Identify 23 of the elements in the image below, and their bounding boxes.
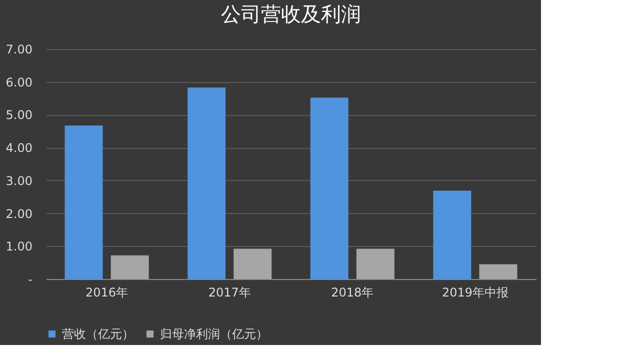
x-tick-label: 2016年 (86, 286, 128, 300)
y-tick-label: 3.00 (6, 174, 32, 188)
bar (234, 248, 272, 279)
y-tick-label: 4.00 (6, 141, 32, 156)
y-tick-label: 7.00 (6, 42, 32, 56)
y-tick-label: 6.00 (6, 75, 32, 90)
y-tick-label: 2.00 (6, 206, 32, 221)
y-tick-label: 1.00 (6, 240, 32, 254)
y-tick-label: - (28, 272, 32, 286)
legend-label: 营收（亿元） (62, 327, 134, 341)
y-tick-label: 5.00 (6, 108, 32, 122)
x-tick-label: 2018年 (331, 286, 374, 300)
legend-label: 归母净利润（亿元） (160, 327, 268, 341)
x-tick-label: 2019年中报 (442, 286, 508, 300)
chart-title: 公司营收及利润 (221, 2, 361, 26)
bar (356, 248, 394, 279)
x-tick-label: 2017年 (208, 286, 251, 300)
bar (64, 126, 103, 279)
bar (188, 87, 226, 279)
bar (310, 98, 348, 279)
bar (479, 264, 518, 279)
bar (110, 255, 149, 279)
bar (433, 190, 472, 279)
